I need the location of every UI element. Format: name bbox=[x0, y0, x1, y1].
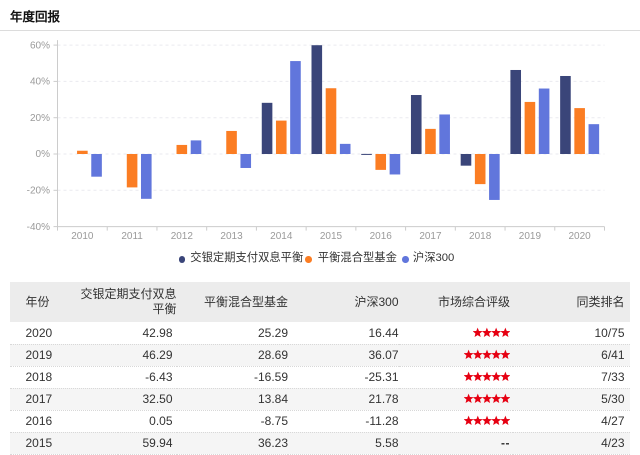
svg-text:2011: 2011 bbox=[121, 231, 143, 242]
svg-text:2010: 2010 bbox=[71, 231, 94, 242]
svg-text:40%: 40% bbox=[30, 77, 50, 88]
svg-text:2020: 2020 bbox=[569, 231, 592, 242]
svg-text:60%: 60% bbox=[30, 40, 50, 51]
svg-text:-40%: -40% bbox=[27, 222, 50, 233]
svg-text:2016: 2016 bbox=[370, 231, 393, 242]
svg-text:2015: 2015 bbox=[320, 231, 343, 242]
svg-text:0%: 0% bbox=[36, 149, 51, 160]
svg-text:2017: 2017 bbox=[419, 231, 442, 242]
svg-text:2012: 2012 bbox=[171, 231, 194, 242]
svg-text:2018: 2018 bbox=[469, 231, 492, 242]
svg-text:2019: 2019 bbox=[519, 231, 542, 242]
svg-text:2013: 2013 bbox=[220, 231, 243, 242]
svg-text:-20%: -20% bbox=[27, 186, 50, 197]
svg-text:20%: 20% bbox=[30, 113, 50, 124]
svg-text:2014: 2014 bbox=[270, 231, 293, 242]
